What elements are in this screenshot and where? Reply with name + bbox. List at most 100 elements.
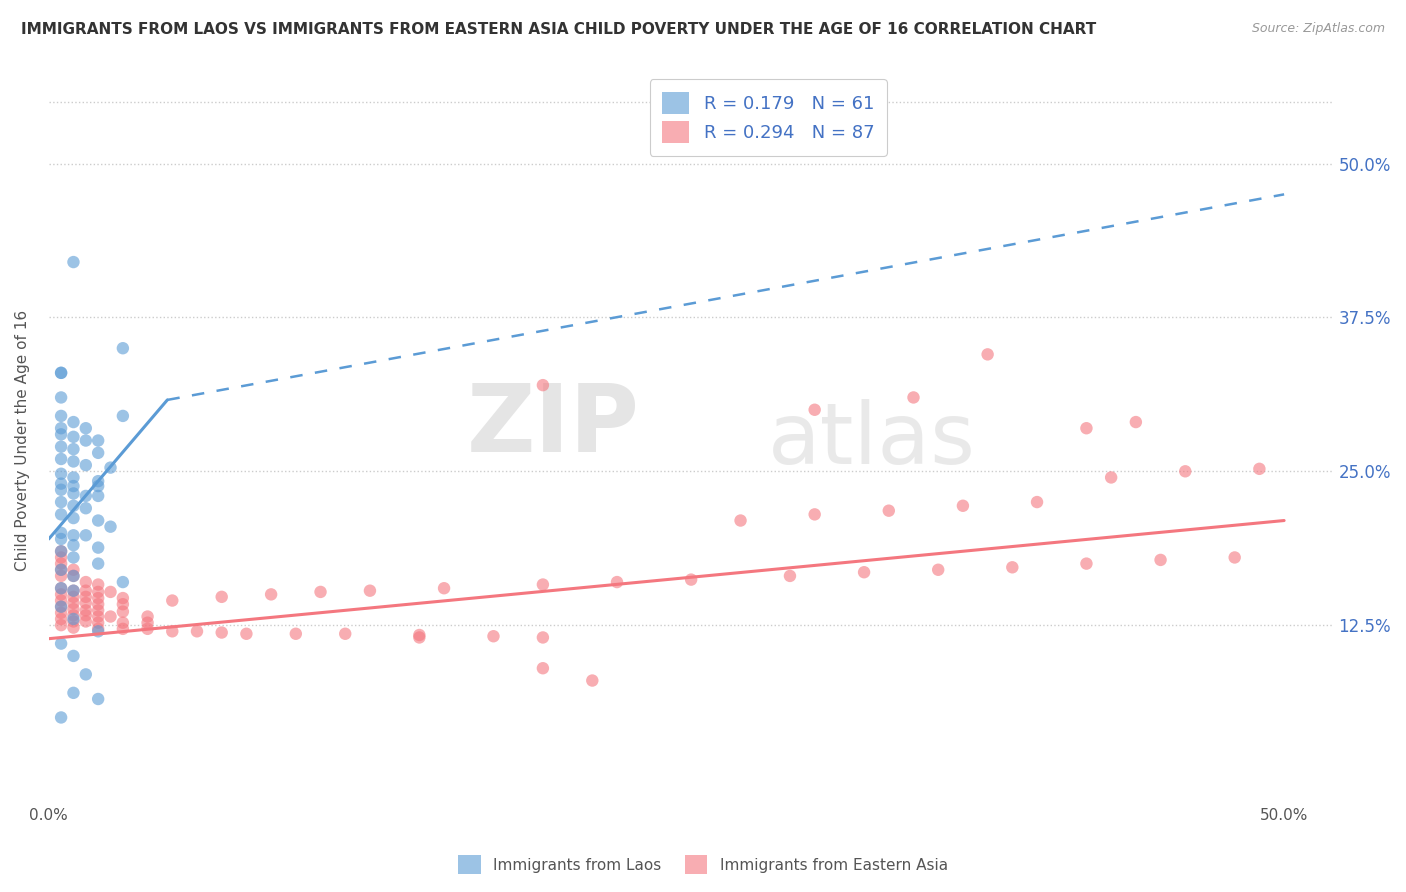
Point xyxy=(62,550,84,565)
Point xyxy=(100,585,122,599)
Point xyxy=(62,442,84,457)
Point xyxy=(62,569,84,583)
Point xyxy=(100,460,122,475)
Point xyxy=(976,347,998,361)
Point xyxy=(62,569,84,583)
Point xyxy=(87,609,110,624)
Point xyxy=(100,609,122,624)
Point xyxy=(903,391,925,405)
Point xyxy=(49,581,72,595)
Point xyxy=(1076,557,1098,571)
Point xyxy=(49,599,72,614)
Point xyxy=(136,609,159,624)
Point xyxy=(62,415,84,429)
Point xyxy=(62,583,84,598)
Point xyxy=(87,591,110,605)
Text: Source: ZipAtlas.com: Source: ZipAtlas.com xyxy=(1251,22,1385,36)
Point xyxy=(87,474,110,488)
Point xyxy=(803,508,825,522)
Point xyxy=(87,434,110,448)
Point xyxy=(87,577,110,591)
Point xyxy=(49,525,72,540)
Point xyxy=(87,692,110,706)
Point xyxy=(49,563,72,577)
Point xyxy=(877,504,900,518)
Point xyxy=(49,483,72,497)
Point xyxy=(87,603,110,617)
Point xyxy=(62,528,84,542)
Legend: Immigrants from Laos, Immigrants from Eastern Asia: Immigrants from Laos, Immigrants from Ea… xyxy=(453,849,953,880)
Point xyxy=(87,489,110,503)
Point xyxy=(1026,495,1049,509)
Point xyxy=(62,590,84,604)
Point xyxy=(111,597,134,611)
Point xyxy=(62,596,84,610)
Point xyxy=(49,569,72,583)
Point xyxy=(62,583,84,598)
Point xyxy=(49,563,72,577)
Point xyxy=(111,409,134,423)
Point xyxy=(49,544,72,558)
Point xyxy=(62,486,84,500)
Point xyxy=(49,606,72,620)
Point xyxy=(49,391,72,405)
Point xyxy=(49,593,72,607)
Point xyxy=(111,622,134,636)
Legend: R = 0.179   N = 61, R = 0.294   N = 87: R = 0.179 N = 61, R = 0.294 N = 87 xyxy=(650,79,887,156)
Point xyxy=(75,489,97,503)
Point xyxy=(62,563,84,577)
Point xyxy=(49,557,72,571)
Point xyxy=(1249,462,1271,476)
Point xyxy=(111,591,134,605)
Point xyxy=(62,612,84,626)
Point xyxy=(49,427,72,442)
Point xyxy=(482,629,505,643)
Point xyxy=(87,514,110,528)
Point xyxy=(75,596,97,610)
Point xyxy=(111,605,134,619)
Point xyxy=(162,624,184,639)
Point xyxy=(75,575,97,590)
Point xyxy=(408,631,430,645)
Point xyxy=(531,378,554,392)
Point xyxy=(260,587,283,601)
Point xyxy=(1223,550,1246,565)
Point xyxy=(75,615,97,629)
Point xyxy=(1001,560,1024,574)
Point xyxy=(111,575,134,590)
Point xyxy=(49,532,72,546)
Point xyxy=(49,409,72,423)
Point xyxy=(87,585,110,599)
Point xyxy=(433,581,456,595)
Point xyxy=(49,440,72,454)
Point xyxy=(1149,553,1171,567)
Point xyxy=(87,446,110,460)
Point xyxy=(1174,464,1197,478)
Y-axis label: Child Poverty Under the Age of 16: Child Poverty Under the Age of 16 xyxy=(15,310,30,571)
Point xyxy=(211,625,233,640)
Point xyxy=(75,603,97,617)
Point xyxy=(62,255,84,269)
Point xyxy=(62,479,84,493)
Point xyxy=(62,686,84,700)
Point xyxy=(87,624,110,639)
Point xyxy=(211,590,233,604)
Point xyxy=(952,499,974,513)
Point xyxy=(75,608,97,623)
Point xyxy=(162,593,184,607)
Point xyxy=(111,341,134,355)
Point xyxy=(235,627,257,641)
Point xyxy=(186,624,208,639)
Point xyxy=(75,434,97,448)
Point xyxy=(62,615,84,629)
Point xyxy=(49,452,72,467)
Point xyxy=(49,467,72,481)
Point xyxy=(49,544,72,558)
Point xyxy=(531,577,554,591)
Point xyxy=(62,538,84,552)
Point xyxy=(49,421,72,435)
Point xyxy=(49,366,72,380)
Point xyxy=(581,673,603,688)
Point xyxy=(681,573,703,587)
Point xyxy=(75,528,97,542)
